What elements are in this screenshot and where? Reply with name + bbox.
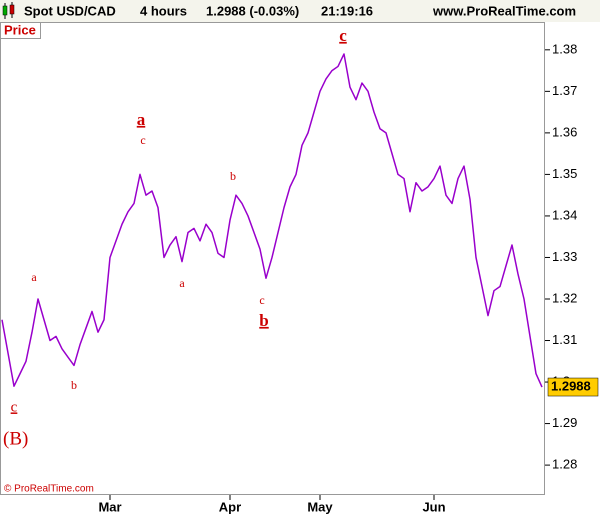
panel-label: Price bbox=[4, 22, 36, 37]
panel-label-box bbox=[0, 22, 41, 39]
header-bar bbox=[0, 0, 600, 22]
x-tick-label: Apr bbox=[219, 499, 241, 514]
time: 21:19:16 bbox=[321, 3, 373, 18]
period: 4 hours bbox=[140, 3, 187, 18]
x-tick-label: May bbox=[307, 499, 333, 514]
wave-label: a bbox=[31, 270, 37, 284]
last-price-box bbox=[547, 377, 599, 397]
x-tick-label: Mar bbox=[98, 499, 121, 514]
plot-area bbox=[0, 22, 545, 495]
y-tick-label: 1.33 bbox=[552, 249, 577, 264]
wave-label: (B) bbox=[3, 428, 28, 449]
y-tick-label: 1.35 bbox=[552, 166, 577, 181]
y-tick-label: 1.32 bbox=[552, 290, 577, 305]
wave-label: c bbox=[140, 133, 145, 147]
candle-icon bbox=[2, 2, 15, 19]
y-tick-label: 1.34 bbox=[552, 207, 577, 222]
copyright: © ProRealTime.com bbox=[4, 484, 94, 495]
y-tick-label: 1.38 bbox=[552, 41, 577, 56]
wave-label: c bbox=[339, 26, 347, 45]
wave-label: b bbox=[71, 378, 77, 392]
site: www.ProRealTime.com bbox=[432, 3, 576, 18]
wave-label: b bbox=[230, 169, 236, 183]
last-price-label: 1.2988 bbox=[551, 378, 591, 393]
price-line bbox=[1, 53, 543, 388]
y-tick-label: 1.36 bbox=[552, 124, 577, 139]
y-tick-label: 1.28 bbox=[552, 457, 577, 472]
wave-label: c bbox=[259, 293, 264, 307]
wave-label: a bbox=[179, 276, 185, 290]
y-tick-label: 1.29 bbox=[552, 415, 577, 430]
quote: 1.2988 (-0.03%) bbox=[206, 3, 299, 18]
wave-label: a bbox=[137, 110, 146, 129]
wave-label: c bbox=[11, 399, 18, 415]
symbol: Spot USD/CAD bbox=[24, 3, 116, 18]
wave-label: b bbox=[259, 311, 268, 330]
y-tick-label: 1.31 bbox=[552, 332, 577, 347]
x-tick-label: Jun bbox=[422, 499, 445, 514]
y-tick-label: 1.37 bbox=[552, 83, 577, 98]
